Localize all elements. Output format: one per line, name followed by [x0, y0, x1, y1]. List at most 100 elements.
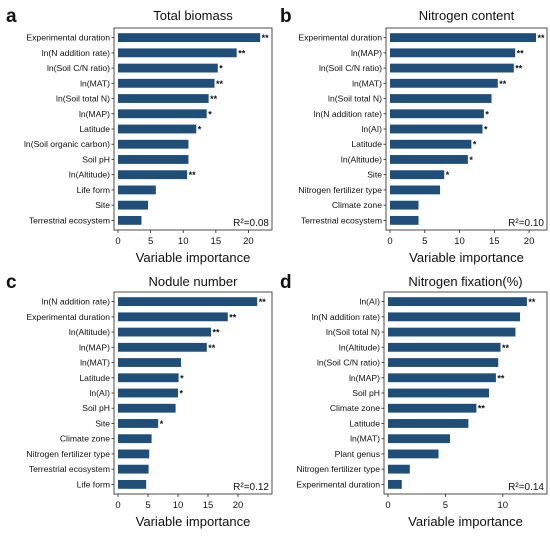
- category-label: Site: [367, 170, 382, 180]
- category-label: Plant genus: [335, 449, 380, 459]
- x-tick-label: 5: [148, 236, 153, 247]
- x-tick-label: 0: [115, 236, 120, 247]
- bar: [388, 464, 410, 474]
- x-axis-title: Variable importance: [409, 250, 524, 265]
- significance-label: **: [189, 170, 197, 180]
- bar: [388, 388, 490, 398]
- category-label: ln(Altitude): [339, 342, 380, 352]
- bar: [118, 479, 147, 489]
- category-label: Site: [95, 418, 110, 428]
- bar: [118, 403, 176, 413]
- category-label: ln(Soil C/N ratio): [319, 63, 382, 73]
- x-tick-label: 0: [387, 236, 392, 247]
- panel-title: Nitrogen fixation(%): [408, 274, 522, 289]
- bar: [118, 185, 156, 195]
- bar: [118, 373, 179, 383]
- x-axis-title: Variable importance: [408, 514, 523, 529]
- category-label: ln(MAT): [80, 358, 110, 368]
- category-label: Soil pH: [352, 388, 380, 398]
- category-label: Latitude: [349, 418, 380, 428]
- bar: [118, 109, 207, 119]
- category-label: ln(Altitude): [69, 170, 110, 180]
- category-label: Experimental duration: [26, 312, 110, 322]
- bar: [118, 124, 197, 134]
- category-label: ln(Altitude): [69, 327, 110, 337]
- category-label: ln(Altitude): [341, 154, 382, 164]
- category-label: ln(Soil organic carbon): [24, 139, 110, 149]
- panel-letter: d: [280, 272, 292, 293]
- category-label: Terrestrial ecosystem: [29, 215, 110, 225]
- bar: [388, 403, 477, 413]
- x-tick-label: 15: [211, 236, 222, 247]
- bar: [118, 297, 258, 307]
- x-tick-label: 10: [178, 236, 189, 247]
- significance-label: **: [517, 48, 525, 58]
- significance-label: **: [499, 79, 507, 89]
- bar: [118, 449, 150, 459]
- significance-label: *: [160, 419, 164, 429]
- x-tick-label: 10: [498, 500, 509, 511]
- bar: [118, 434, 152, 444]
- r2-annotation: R²=0.12: [233, 482, 269, 493]
- significance-label: **: [502, 343, 510, 353]
- category-label: ln(AI): [89, 388, 110, 398]
- bar: [118, 170, 188, 180]
- bar: [390, 155, 468, 164]
- bar: [388, 373, 496, 383]
- bar: [118, 200, 148, 210]
- x-tick-label: 0: [115, 500, 120, 511]
- category-label: ln(Soil total N): [328, 94, 382, 104]
- category-label: ln(N addition rate): [314, 109, 382, 119]
- x-tick-label: 5: [443, 500, 448, 511]
- x-tick-label: 15: [203, 500, 214, 511]
- bar: [390, 215, 419, 225]
- significance-label: *: [198, 125, 202, 135]
- bar: [388, 327, 516, 337]
- category-label: Experimental duration: [26, 33, 110, 43]
- bar: [118, 48, 237, 58]
- panel-letter: c: [6, 272, 17, 293]
- category-label: ln(MAT): [352, 78, 382, 88]
- panel-d: d Nitrogen fixation(%) ln(AI) ** ln(N additi…: [280, 272, 548, 529]
- r2-annotation: R²=0.14: [508, 482, 544, 493]
- r2-annotation: R²=0.10: [508, 218, 544, 229]
- category-label: ln(MAP): [351, 48, 382, 58]
- x-tick-label: 20: [233, 500, 244, 511]
- r2-annotation: R²=0.08: [233, 218, 269, 229]
- bar: [118, 419, 159, 428]
- bar: [388, 342, 501, 352]
- category-label: ln(MAP): [79, 342, 110, 352]
- category-label: ln(MAT): [80, 78, 110, 88]
- bar: [388, 479, 402, 489]
- bar: [390, 63, 514, 73]
- category-label: Nitrogen fertilizer type: [298, 185, 382, 195]
- panel-letter: b: [280, 6, 292, 27]
- bar: [118, 464, 149, 474]
- category-label: Experimental duration: [298, 33, 382, 43]
- significance-label: **: [515, 64, 523, 74]
- panel-title: Total biomass: [153, 8, 233, 23]
- category-label: Experimental duration: [296, 479, 380, 489]
- category-label: ln(MAP): [349, 373, 380, 383]
- bar: [118, 342, 207, 352]
- category-label: Latitude: [351, 139, 382, 149]
- bar: [118, 139, 189, 149]
- significance-label: **: [216, 79, 224, 89]
- category-label: ln(AI): [359, 297, 380, 307]
- bar: [118, 33, 261, 43]
- category-label: ln(MAT): [350, 434, 380, 444]
- category-label: Climate zone: [60, 434, 110, 444]
- category-label: ln(Soil C/N ratio): [47, 63, 110, 73]
- significance-label: *: [180, 389, 184, 399]
- bar: [390, 48, 516, 58]
- significance-label: **: [262, 33, 270, 43]
- bar: [390, 33, 537, 43]
- bar: [388, 419, 469, 428]
- panel-title: Nodule number: [149, 274, 239, 289]
- bar: [118, 388, 178, 398]
- significance-label: *: [469, 155, 473, 165]
- x-tick-label: 0: [385, 500, 390, 511]
